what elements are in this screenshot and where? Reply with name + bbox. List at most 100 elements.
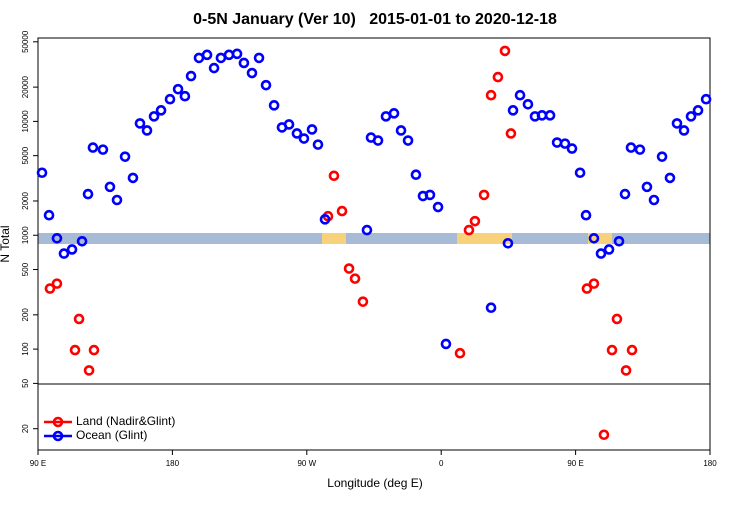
point xyxy=(283,119,295,130)
point xyxy=(51,278,63,289)
point xyxy=(440,338,452,350)
point xyxy=(410,169,422,181)
point xyxy=(97,144,109,155)
point xyxy=(43,209,55,221)
y-tick-label: 20000 xyxy=(21,75,30,98)
point xyxy=(641,181,653,193)
point xyxy=(485,89,497,101)
point xyxy=(626,344,638,356)
band-segment xyxy=(322,233,346,244)
band-segment xyxy=(588,233,612,244)
point xyxy=(73,313,85,325)
point xyxy=(664,172,676,184)
point xyxy=(432,201,444,213)
point xyxy=(514,89,526,101)
x-axis-label: Longitude (deg E) xyxy=(327,476,422,490)
point xyxy=(82,188,94,200)
point xyxy=(424,189,436,201)
point xyxy=(507,105,519,116)
point xyxy=(700,93,712,105)
point xyxy=(111,194,123,206)
plot-frame xyxy=(37,37,711,451)
point xyxy=(164,93,176,105)
legend-marker xyxy=(52,430,64,442)
point xyxy=(69,344,81,356)
point xyxy=(678,125,690,136)
point xyxy=(76,235,88,247)
y-tick-label: 50 xyxy=(21,378,30,387)
x-tick-label: 90 E xyxy=(567,459,583,468)
point xyxy=(238,57,250,69)
point xyxy=(58,248,70,259)
band-segment xyxy=(457,233,512,244)
point xyxy=(185,70,197,82)
point xyxy=(613,235,625,247)
y-tick-label: 1000 xyxy=(21,226,30,244)
point xyxy=(656,151,668,162)
point xyxy=(580,209,592,221)
point xyxy=(127,172,139,184)
y-tick-label: 5000 xyxy=(21,146,30,164)
point xyxy=(231,48,243,60)
point xyxy=(260,79,272,91)
point xyxy=(634,144,646,155)
point xyxy=(620,365,632,376)
point xyxy=(179,90,191,102)
point xyxy=(485,302,497,314)
point xyxy=(671,118,683,129)
point xyxy=(253,52,265,64)
point xyxy=(372,135,384,146)
point xyxy=(66,244,78,255)
point xyxy=(349,273,361,284)
point xyxy=(598,429,610,441)
x-tick-label: 90 E xyxy=(30,459,46,468)
point xyxy=(595,248,607,259)
point xyxy=(298,133,310,144)
point xyxy=(155,105,167,116)
y-tick-label: 20 xyxy=(21,424,30,433)
point xyxy=(685,111,697,122)
point xyxy=(603,244,615,255)
point xyxy=(357,296,369,307)
point xyxy=(402,135,414,146)
point xyxy=(566,143,578,154)
point xyxy=(148,111,160,122)
x-tick-label: 90 W xyxy=(297,459,316,468)
x-tick-label: 180 xyxy=(166,459,180,468)
point xyxy=(454,347,466,359)
point xyxy=(319,214,331,225)
point xyxy=(648,194,660,206)
point xyxy=(306,124,318,135)
point xyxy=(88,344,100,356)
point xyxy=(588,233,600,244)
y-tick-label: 50000 xyxy=(21,30,30,53)
point xyxy=(619,188,631,200)
point xyxy=(134,118,146,129)
y-tick-label: 500 xyxy=(21,262,30,276)
point xyxy=(478,189,490,201)
y-tick-label: 200 xyxy=(21,308,30,322)
point xyxy=(559,138,571,149)
point xyxy=(172,83,184,95)
point xyxy=(104,181,116,193)
point xyxy=(223,49,235,61)
y-axis-label: N Total xyxy=(0,225,12,262)
point xyxy=(361,224,373,236)
point xyxy=(36,167,48,179)
point xyxy=(544,110,556,121)
point xyxy=(505,128,517,139)
point xyxy=(522,98,534,110)
point xyxy=(463,224,475,236)
point xyxy=(625,142,637,153)
point xyxy=(83,365,95,376)
point xyxy=(388,108,400,119)
point xyxy=(208,62,220,74)
y-tick-label: 100 xyxy=(21,342,30,356)
y-tick-label: 10000 xyxy=(21,110,30,133)
point xyxy=(44,283,56,294)
point xyxy=(119,151,131,162)
point xyxy=(502,237,514,249)
point xyxy=(246,67,258,79)
point xyxy=(574,167,586,179)
point xyxy=(312,139,324,150)
